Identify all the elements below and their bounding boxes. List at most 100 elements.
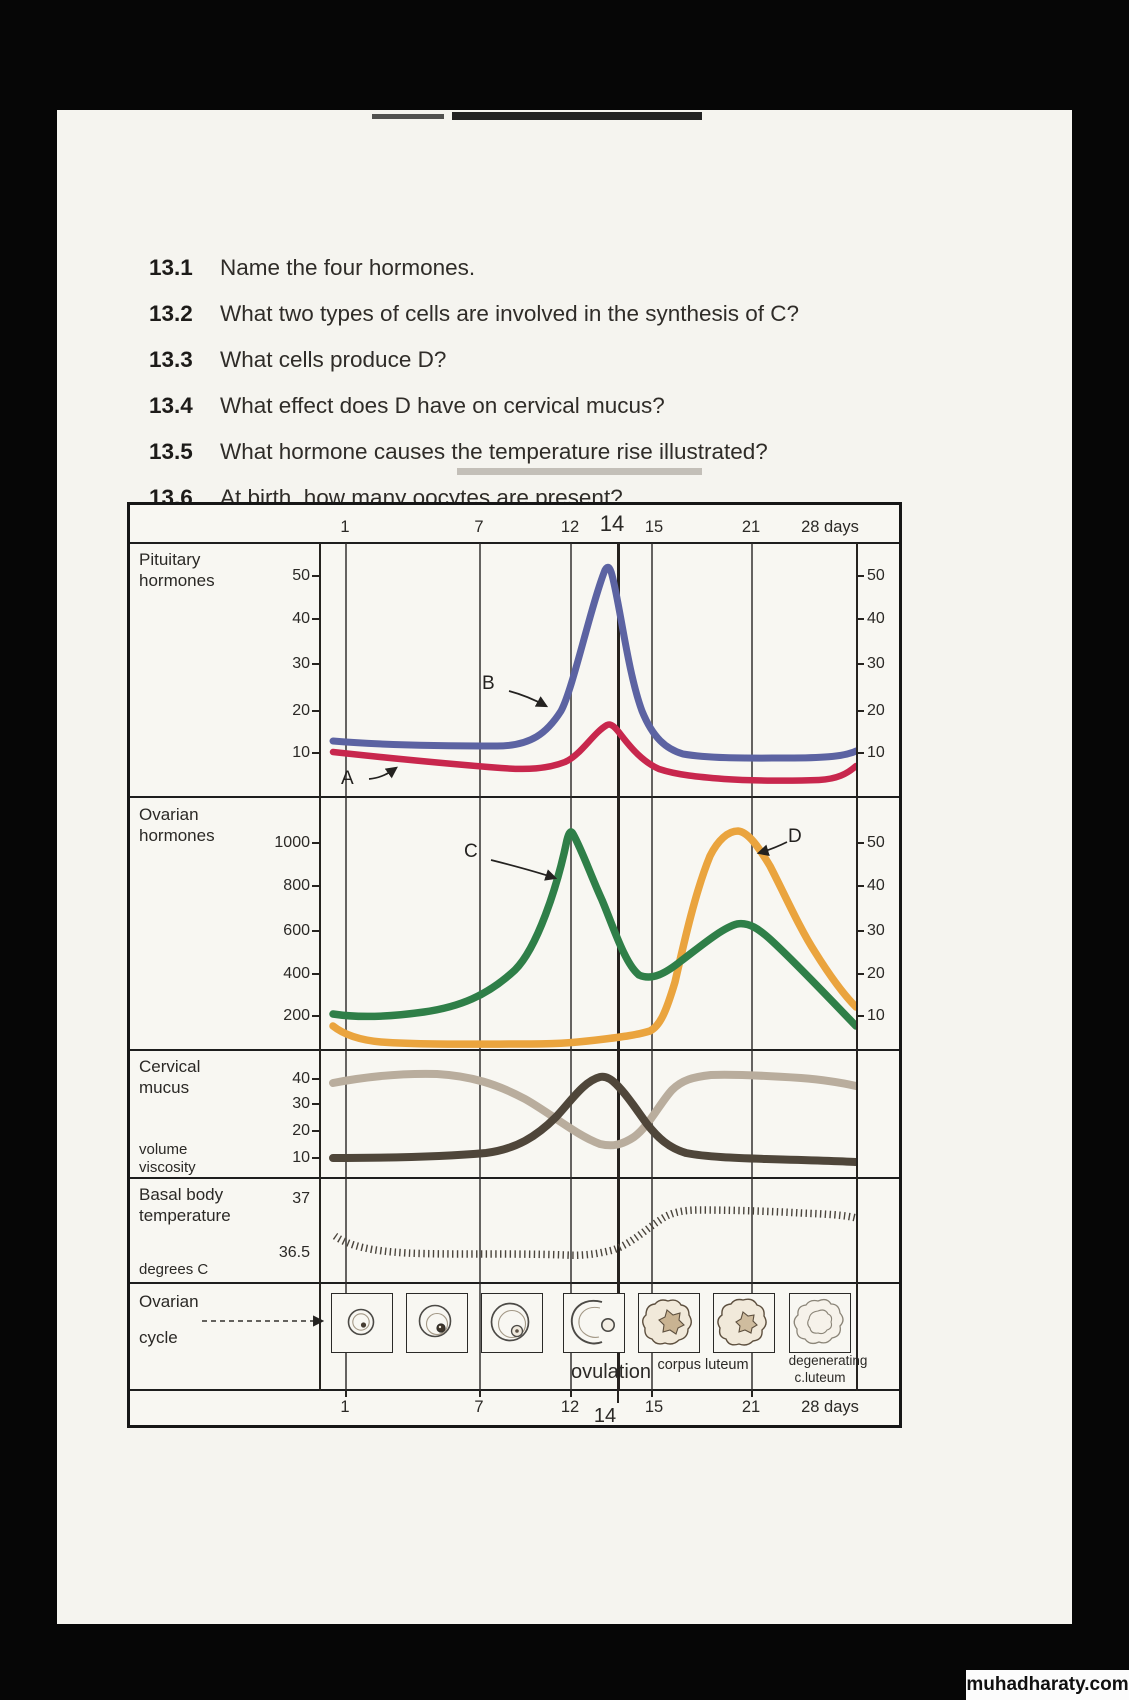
panel5-title-line2: cycle — [139, 1328, 178, 1347]
ovulation-label: ovulation — [570, 1361, 652, 1383]
ovulation-icon — [570, 1299, 615, 1345]
p1-tick-10: 10 — [292, 744, 310, 761]
axis-tick-day14 — [617, 1391, 619, 1403]
p2-rtick-20: 20 — [867, 965, 885, 982]
p4-tick-36-5: 36.5 — [278, 1244, 310, 1261]
ovarian-hormones-plot — [329, 827, 856, 1048]
mature-follicle-icon — [490, 1302, 530, 1342]
panel3-title-line2: mucus — [139, 1078, 190, 1097]
axis-tick — [651, 1391, 653, 1397]
gridline-day-12 — [570, 543, 572, 1391]
panel1-title: Pituitary hormones — [139, 549, 215, 591]
curve-C-oestrogen — [329, 828, 856, 1030]
axis-tick — [345, 1391, 347, 1397]
tick-dash — [857, 575, 864, 578]
tick-dash — [857, 710, 864, 713]
p2-tick-1000: 1000 — [274, 834, 310, 851]
panel4-title: Basal body temperature — [139, 1184, 231, 1226]
tick-dash — [312, 1157, 319, 1160]
tick-dash — [312, 973, 319, 976]
bottom-axis-day-15: 15 — [644, 1398, 664, 1416]
p1-rtick-40: 40 — [867, 610, 885, 627]
p2-rtick-40: 40 — [867, 877, 885, 894]
developing-follicle-icon — [418, 1304, 452, 1338]
tick-dash — [857, 885, 864, 888]
corpus-luteum-icon — [717, 1298, 767, 1346]
curve-viscosity — [329, 1069, 856, 1150]
tick-dash — [312, 663, 319, 666]
p4-tick-37: 37 — [292, 1190, 310, 1207]
question-number: 13.5 — [149, 439, 193, 464]
gridline-day-7 — [479, 543, 481, 1391]
gridline-day-21 — [751, 543, 753, 1391]
degenerating-label-line2: c.luteum — [794, 1370, 846, 1385]
stage-ovulation — [563, 1293, 625, 1353]
menstrual-cycle-figure: 1 7 12 14 15 21 28 days Pituitary hormon… — [127, 502, 902, 1428]
tick-dash — [312, 752, 319, 755]
tick-dash — [312, 842, 319, 845]
tick-dash — [312, 575, 319, 578]
curve-label-A: A — [341, 768, 354, 789]
p2-tick-200: 200 — [283, 1007, 310, 1024]
stage-degenerating-corpus-luteum — [789, 1293, 851, 1353]
plot-right-border — [856, 543, 858, 1391]
axis-tick — [570, 1391, 572, 1397]
label-b-arrow — [508, 690, 549, 708]
question-number: 13.3 — [149, 347, 193, 372]
question-text: What effect does D have on cervical mucu… — [220, 393, 665, 418]
panel1-title-line1: Pituitary — [139, 550, 201, 569]
scan-artifact — [452, 112, 702, 120]
tick-dash — [312, 618, 319, 621]
corpus-luteum-icon — [642, 1299, 692, 1345]
tick-dash — [857, 930, 864, 933]
gridline-day-1 — [345, 543, 347, 1391]
cycle-pointer-arrow — [202, 1315, 325, 1327]
bottom-axis-day-28: 28 days — [801, 1398, 859, 1416]
question-text: Name the four hormones. — [220, 255, 476, 280]
panel-separator — [130, 1177, 899, 1179]
stage-developing-follicle — [406, 1293, 468, 1353]
tick-dash — [857, 663, 864, 666]
stage-primary-follicle — [331, 1293, 393, 1353]
panel3-sub-viscosity: viscosity — [139, 1159, 196, 1176]
panel3-subtitle: volume viscosity — [139, 1141, 196, 1177]
bottom-axis-day-21: 21 — [741, 1398, 761, 1416]
tick-dash — [857, 973, 864, 976]
degenerating-label-line1: degenerating — [788, 1353, 868, 1368]
panel3-title: Cervical mucus — [139, 1056, 200, 1098]
axis-tick — [479, 1391, 481, 1397]
label-c-arrow — [490, 859, 558, 881]
label-a-arrow — [368, 766, 398, 780]
top-axis-day-21: 21 — [741, 518, 761, 536]
panel-separator — [130, 796, 899, 798]
label-d-arrow — [756, 841, 788, 856]
y-axis-line — [319, 543, 321, 1391]
gridline-day-14-ovulation — [617, 543, 620, 1391]
pituitary-hormones-plot — [329, 563, 856, 784]
panel-separator — [130, 542, 899, 544]
stage-corpus-luteum-1 — [638, 1293, 700, 1353]
panel4-title-line1: Basal body — [139, 1185, 224, 1204]
p1-tick-40: 40 — [292, 610, 310, 627]
bottom-axis-day-14: 14 — [593, 1405, 617, 1427]
p1-rtick-50: 50 — [867, 567, 885, 584]
panel2-title-line2: hormones — [139, 826, 215, 845]
top-axis-day-15: 15 — [644, 518, 664, 536]
p1-tick-30: 30 — [292, 655, 310, 672]
bottom-axis-line — [130, 1389, 899, 1391]
degenerating-corpus-luteum-icon — [793, 1298, 844, 1345]
corpus-luteum-label: corpus luteum — [657, 1357, 749, 1373]
tick-dash — [312, 1078, 319, 1081]
p1-rtick-10: 10 — [867, 744, 885, 761]
stage-corpus-luteum-2 — [713, 1293, 775, 1353]
watermark: muhadharaty.com — [966, 1670, 1129, 1700]
curve-label-C: C — [464, 841, 478, 862]
panel4-title-line2: temperature — [139, 1206, 231, 1225]
tick-dash — [857, 1015, 864, 1018]
question-row: 13.1 Name the four hormones. — [149, 256, 799, 280]
bottom-axis-day-7: 7 — [474, 1398, 484, 1416]
curve-volume — [329, 1072, 856, 1166]
p1-tick-20: 20 — [292, 702, 310, 719]
tick-dash — [312, 1130, 319, 1133]
p2-tick-600: 600 — [283, 922, 310, 939]
